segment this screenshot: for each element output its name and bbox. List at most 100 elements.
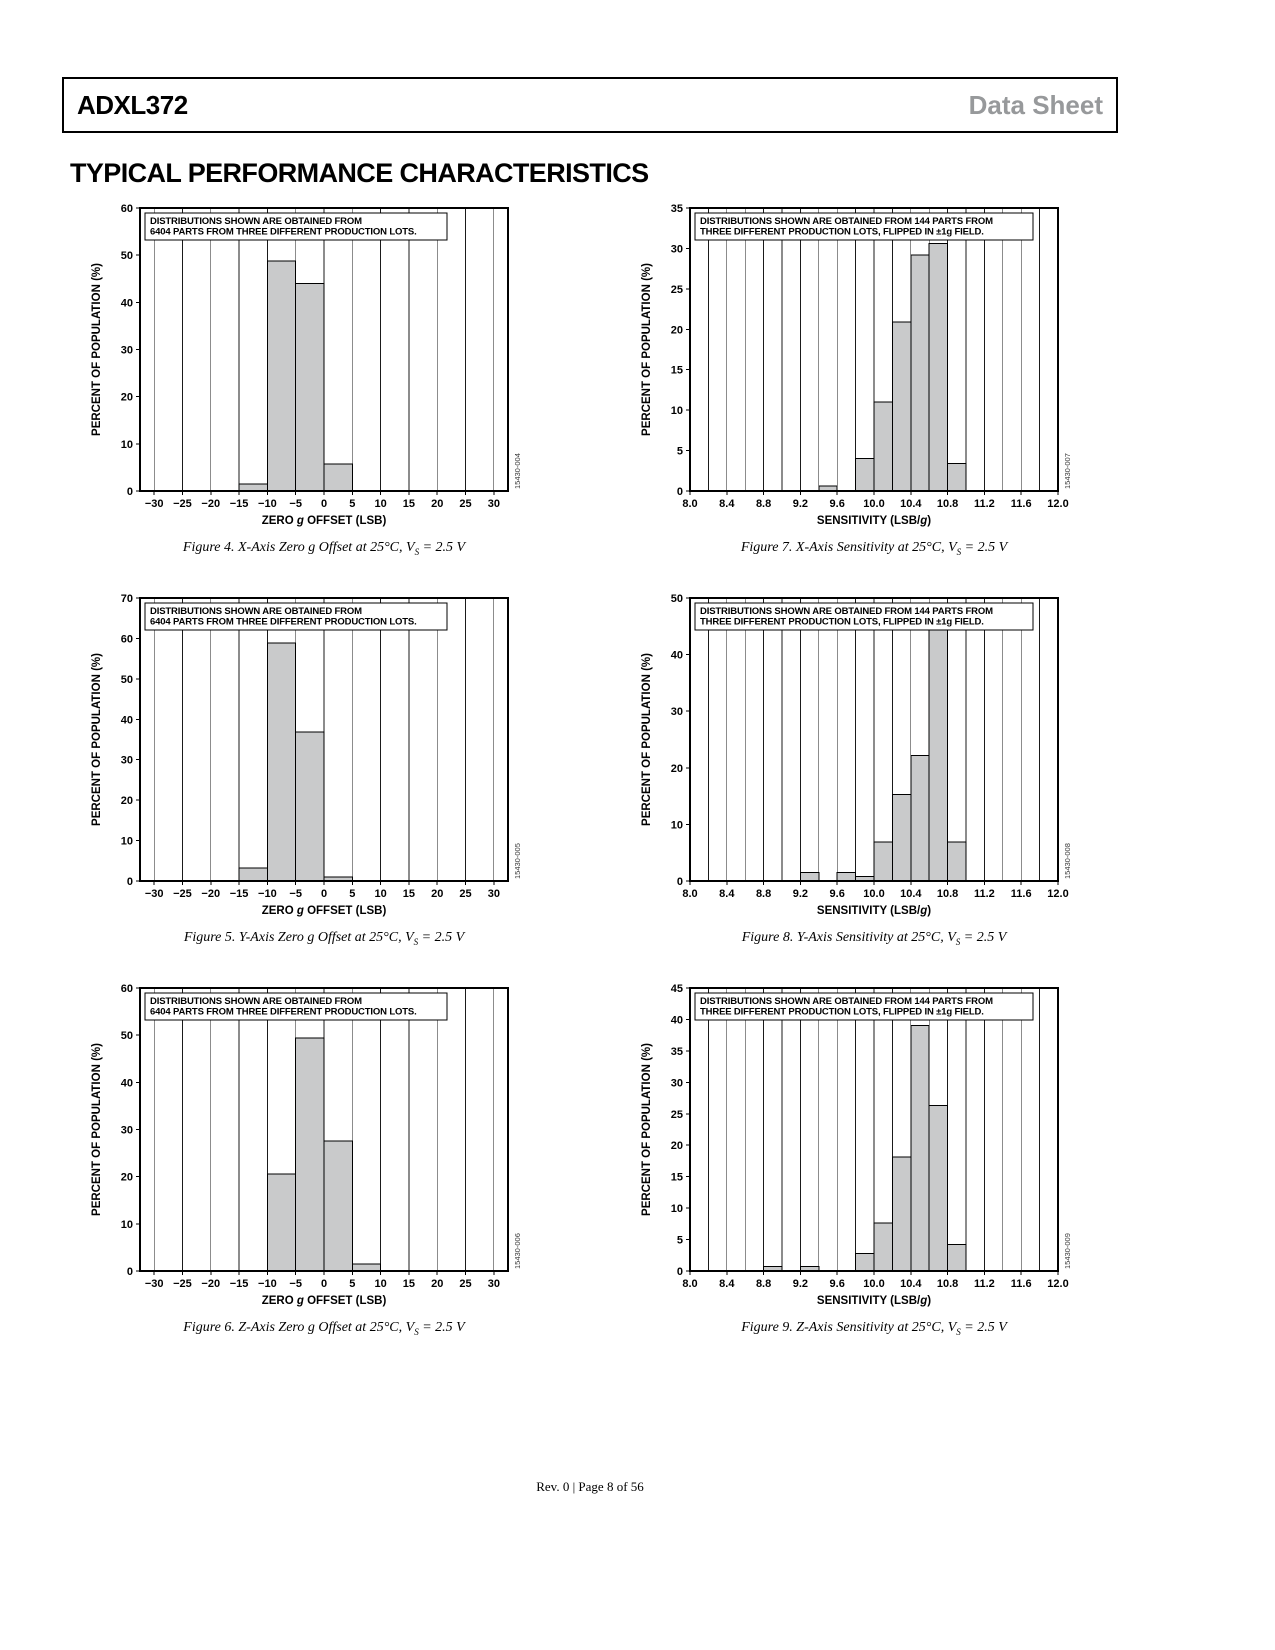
page-header: ADXL372 Data Sheet: [62, 77, 1118, 133]
x-tick-label: 25: [459, 498, 471, 510]
y-tick-label: 50: [121, 250, 133, 262]
x-tick-label: 0: [321, 498, 327, 510]
figure-8-y-axis-sensitivity: 8.0 8.4 8.8 9.2 9.6 10.0 10.4 10.8 11.2 11.6 12.0 0…: [632, 590, 1084, 947]
y-tick-label: 0: [127, 486, 133, 498]
figure-code: 15430-009: [1063, 1233, 1072, 1269]
x-tick-label: −30: [145, 888, 164, 900]
x-tick-label: −15: [230, 498, 249, 510]
x-tick-label: 0: [321, 1278, 327, 1290]
histogram-bar: [947, 463, 967, 492]
y-tick-label: 10: [671, 405, 683, 417]
figure-5-y-axis-zero-g-offset: −30 −25 −20 −15 −10 −5 0 5 10 15 20 25 30 0 10 20 30 40 50…: [82, 590, 534, 947]
x-tick-label: 8.4: [719, 888, 735, 900]
distribution-note-line: 6404 PARTS FROM THREE DIFFERENT PRODUCTI…: [150, 227, 417, 238]
x-tick-label: 11.6: [1011, 1278, 1032, 1290]
x-tick-label: 9.6: [830, 1278, 845, 1290]
y-tick-label: 25: [671, 1108, 683, 1120]
x-axis-label: ZERO g OFFSET (LSB): [262, 515, 387, 527]
y-tick-label: 50: [121, 674, 133, 686]
x-tick-label: −25: [173, 1278, 192, 1290]
y-tick-label: 10: [121, 439, 133, 451]
y-tick-label: 25: [671, 284, 683, 296]
x-tick-label: 9.6: [830, 498, 845, 510]
distribution-note-box: [694, 992, 1034, 1021]
x-tick-label: 8.4: [719, 498, 735, 510]
histogram-bar: [910, 254, 930, 492]
x-tick-label: 12.0: [1047, 498, 1068, 510]
histogram-bar: [891, 1156, 912, 1272]
distribution-note-box: [144, 212, 448, 241]
x-tick-label: 9.2: [793, 888, 808, 900]
y-tick-label: 40: [121, 714, 133, 726]
distribution-note-box: [144, 602, 448, 631]
histogram-bar: [266, 642, 297, 882]
histogram-bar: [855, 1252, 875, 1272]
y-tick-label: 50: [671, 593, 683, 605]
x-tick-label: 12.0: [1047, 1278, 1068, 1290]
y-tick-label: 0: [127, 1266, 133, 1278]
figure-4-histogram: −30 −25 −20 −15 −10 −5 0 5 10 15 20 25 30 0 10 20 30 40 50…: [91, 203, 522, 527]
histogram-bar: [295, 282, 325, 492]
caption-text: Figure 5. Y-Axis Zero g Offset at 25°C, …: [183, 929, 414, 945]
y-tick-label: 20: [121, 795, 133, 807]
x-tick-label: 0: [321, 888, 327, 900]
figure-code: 15430-005: [513, 843, 522, 879]
page-footer: Rev. 0 | Page 8 of 56: [536, 1479, 644, 1494]
distribution-note-line: DISTRIBUTIONS SHOWN ARE OBTAINED FROM: [150, 996, 362, 1007]
y-axis-label: PERCENT OF POPULATION (%): [641, 653, 653, 826]
y-tick-label: 40: [671, 1014, 683, 1026]
x-tick-label: −10: [258, 1278, 277, 1290]
x-tick-label: −25: [173, 498, 192, 510]
distribution-note-box: [694, 602, 1034, 631]
x-tick-label: 9.2: [793, 498, 808, 510]
x-tick-label: 20: [431, 1278, 443, 1290]
x-tick-label: 8.0: [682, 888, 697, 900]
figure-7-histogram: 8.0 8.4 8.8 9.2 9.6 10.0 10.4 10.8 11.2 11.6 12.0 0…: [641, 203, 1072, 527]
y-tick-label: 20: [671, 324, 683, 336]
y-tick-label: 0: [677, 1266, 683, 1278]
histogram-bar: [873, 401, 893, 492]
y-axis-label: PERCENT OF POPULATION (%): [91, 263, 103, 436]
y-tick-label: 40: [121, 297, 133, 309]
histogram-bar: [928, 243, 949, 492]
y-tick-label: 5: [677, 1234, 683, 1246]
figure-6-z-axis-zero-g-offset: −30 −25 −20 −15 −10 −5 0 5 10 15 20 25 30 0 10 20 30 40 50…: [82, 980, 534, 1337]
y-tick-label: 45: [671, 983, 683, 995]
x-tick-label: 9.2: [793, 1278, 808, 1290]
x-tick-label: 15: [403, 888, 415, 900]
histogram-bar: [891, 793, 912, 882]
x-tick-label: 15: [403, 1278, 415, 1290]
doc-type-label: Data Sheet: [968, 89, 1103, 120]
histogram-bar: [928, 1104, 949, 1272]
x-tick-label: 15: [403, 498, 415, 510]
x-tick-label: 8.0: [682, 498, 697, 510]
x-tick-label: 8.8: [756, 1278, 771, 1290]
histogram-bar: [855, 458, 875, 492]
x-tick-label: −30: [145, 498, 164, 510]
y-axis-label: PERCENT OF POPULATION (%): [641, 263, 653, 436]
x-tick-label: 10: [374, 498, 386, 510]
x-tick-label: −25: [173, 888, 192, 900]
x-tick-label: 8.8: [756, 498, 771, 510]
caption-text: Figure 9. Z-Axis Sensitivity at 25°C, V: [741, 1319, 957, 1335]
charts-grid: −30 −25 −20 −15 −10 −5 0 5 10 15 20 25 30 0 10 20 30 40 50…: [82, 200, 1084, 1336]
distribution-note-line: DISTRIBUTIONS SHOWN ARE OBTAINED FROM 14…: [700, 996, 993, 1007]
caption-subscript: S: [956, 1326, 961, 1337]
figure-code: 15430-008: [1063, 843, 1072, 879]
histogram-bar: [873, 841, 893, 882]
x-tick-label: 10.0: [863, 1278, 884, 1290]
x-tick-label: 10: [374, 1278, 386, 1290]
x-axis-label: SENSITIVITY (LSB/g): [817, 905, 931, 917]
x-tick-label: 10.0: [863, 498, 884, 510]
histogram-bar: [266, 260, 297, 492]
histogram-bar: [351, 1263, 382, 1272]
x-tick-label: 30: [488, 498, 500, 510]
histogram-bar: [323, 463, 353, 492]
x-tick-label: −15: [230, 1278, 249, 1290]
x-tick-label: −15: [230, 888, 249, 900]
histogram-bar: [873, 1222, 893, 1272]
histogram-bar: [323, 1139, 353, 1272]
y-tick-label: 30: [671, 243, 683, 255]
x-tick-label: 10.8: [937, 498, 958, 510]
